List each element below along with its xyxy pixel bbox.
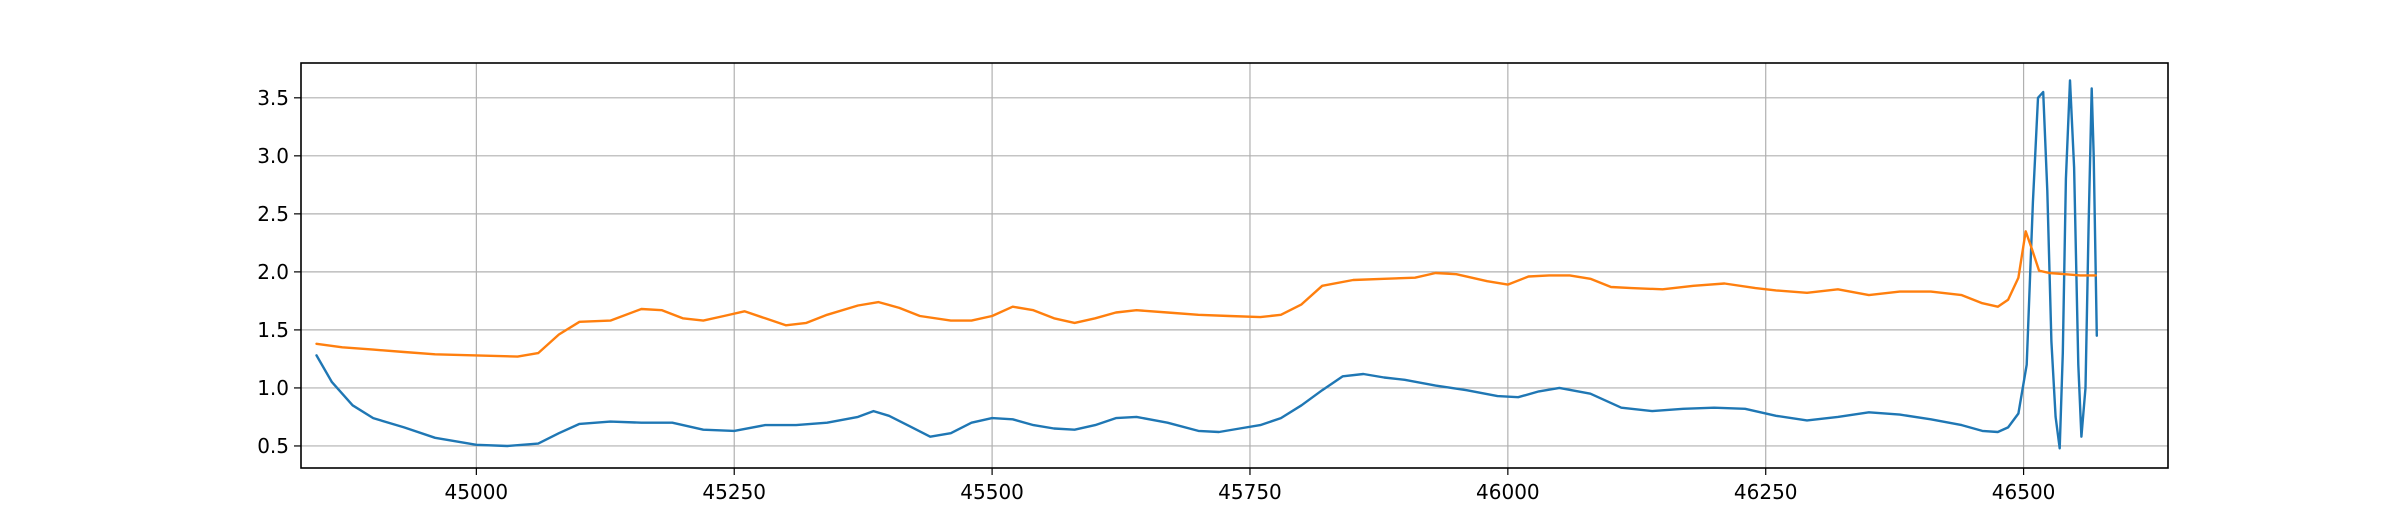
y-tick-label: 1.0 bbox=[257, 376, 289, 400]
x-tick-label: 46500 bbox=[1992, 480, 2056, 504]
x-tick-label: 45500 bbox=[960, 480, 1024, 504]
x-axis: 45000 45250 45500 45750 46000 46250 46500 bbox=[445, 468, 2056, 504]
x-tick-label: 45000 bbox=[445, 480, 509, 504]
x-tick-label: 45750 bbox=[1218, 480, 1282, 504]
axes-frame bbox=[300, 62, 2169, 469]
x-tick-label: 46250 bbox=[1734, 480, 1798, 504]
data-series bbox=[315, 79, 2098, 450]
x-tick-label: 45250 bbox=[702, 480, 766, 504]
y-tick-label: 1.5 bbox=[257, 318, 289, 342]
series-line-1 bbox=[315, 79, 2098, 450]
x-tick-label: 46000 bbox=[1476, 480, 1540, 504]
y-tick-label: 2.5 bbox=[257, 202, 289, 226]
y-tick-label: 3.5 bbox=[257, 86, 289, 110]
grid-lines bbox=[301, 63, 2168, 468]
y-tick-label: 2.0 bbox=[257, 260, 289, 284]
y-tick-label: 3.0 bbox=[257, 144, 289, 168]
series-line-2 bbox=[315, 230, 2097, 358]
y-tick-label: 0.5 bbox=[257, 434, 289, 458]
y-axis: 0.5 1.0 1.5 2.0 2.5 3.0 3.5 bbox=[257, 86, 301, 458]
